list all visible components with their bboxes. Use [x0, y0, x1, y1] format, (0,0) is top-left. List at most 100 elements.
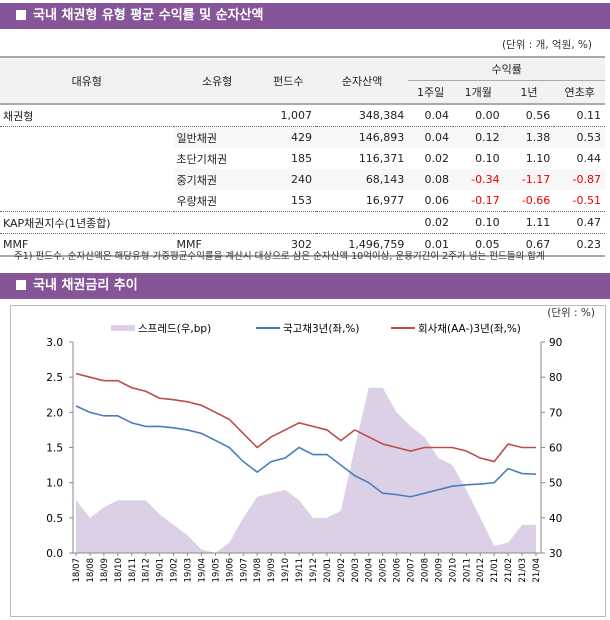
- square-icon: [16, 10, 26, 20]
- right-tick-label: 50: [549, 478, 562, 490]
- cell-major: [0, 126, 174, 148]
- x-tick-label: 19/12: [309, 558, 319, 583]
- x-tick-label: 19/03: [184, 558, 194, 583]
- col-major: 대유형: [0, 57, 174, 104]
- cell-m1: -0.34: [452, 169, 504, 190]
- x-tick-label: 21/02: [504, 558, 514, 583]
- cell-assets: 16,977: [365, 194, 405, 207]
- x-tick-label: 20/09: [434, 558, 444, 583]
- x-tick-label: 20/10: [448, 558, 458, 583]
- x-tick-label: 19/04: [197, 558, 207, 583]
- cell-y1: -1.17: [503, 169, 555, 190]
- section-header-rates: 국내 채권금리 추이: [0, 273, 610, 299]
- cell-major: [0, 169, 174, 190]
- cell-minor: 초단기채권: [176, 152, 228, 166]
- series-line-1: [75, 405, 537, 498]
- x-tick-label: 18/07: [72, 558, 82, 583]
- x-tick-label: 18/11: [128, 558, 138, 583]
- cell-funds: 429: [260, 126, 316, 148]
- col-minor: 소유형: [173, 57, 261, 104]
- right-tick-label: 90: [549, 337, 562, 349]
- right-tick-label: 80: [549, 372, 562, 384]
- x-tick-label: 18/09: [100, 558, 110, 583]
- x-tick-label: 19/06: [225, 558, 235, 583]
- x-tick-label: 19/01: [156, 558, 166, 583]
- cell-assets: 146,893: [315, 126, 409, 148]
- cell-minor: 우량채권: [176, 194, 217, 208]
- x-tick-label: 21/01: [490, 558, 500, 583]
- col-ytd: 연초후: [554, 80, 605, 104]
- cell-funds: 302: [290, 238, 312, 251]
- cell-y1: 1.38: [503, 126, 555, 148]
- footnote: 주1) 펀드수, 순자산액은 해당유형 가중평균수익률을 계산시 대상으로 삼은…: [14, 251, 545, 262]
- col-returns: 수익률: [408, 57, 605, 81]
- x-tick-label: 18/12: [142, 558, 152, 583]
- cell-ytd: 0.23: [576, 238, 602, 251]
- right-tick-label: 70: [549, 407, 562, 419]
- cell-w1: 0.01: [424, 238, 449, 251]
- left-tick-label: 1.0: [46, 478, 63, 490]
- cell-m1: 0.10: [475, 216, 500, 229]
- right-tick-label: 60: [549, 443, 562, 455]
- unit-label: (단위 : 개, 억원, %): [501, 39, 592, 51]
- cell-y1: 0.56: [525, 109, 551, 122]
- cell-minor: 일반채권: [173, 126, 261, 148]
- x-tick-label: 20/08: [420, 558, 430, 583]
- x-tick-label: 20/04: [365, 558, 375, 583]
- cell-w1: 0.02: [424, 152, 449, 165]
- x-tick-label: 19/10: [281, 558, 291, 583]
- cell-y1: 0.67: [525, 238, 551, 251]
- table-row: 초단기채권 185 116,371 0.02 0.10 1.10 0.44: [0, 148, 605, 169]
- cell-assets: 116,371: [358, 152, 405, 165]
- cell-major: 채권형: [3, 109, 34, 123]
- left-tick-label: 0.0: [46, 548, 63, 560]
- left-tick-label: 2.5: [46, 372, 63, 384]
- left-tick-label: 0.5: [46, 513, 63, 525]
- table-row: 중기채권 240 68,143 0.08 -0.34 -1.17 -0.87: [0, 169, 605, 190]
- x-tick-label: 19/08: [253, 558, 263, 583]
- cell-m1: 0.12: [452, 126, 504, 148]
- series-line-2: [75, 372, 536, 463]
- cell-minor: MMF: [176, 238, 202, 251]
- cell-minor: 중기채권: [173, 169, 261, 190]
- x-tick-label: 21/03: [518, 558, 528, 583]
- table-row: MMF MMF 302 1,496,759 0.01 0.05 0.67 0.23: [0, 233, 605, 256]
- x-tick-label: 19/07: [239, 558, 249, 583]
- cell-y1: 1.11: [525, 216, 551, 229]
- x-tick-label: 20/12: [476, 558, 486, 583]
- left-tick-label: 3.0: [46, 337, 63, 349]
- cell-funds: 240: [260, 169, 316, 190]
- rates-chart: (단위 : %) 0.0 0.5 1.0 1.5 2.0 2.5 3.0 30 40 50 60 70 8…: [10, 305, 606, 617]
- x-tick-label: 19/05: [211, 558, 221, 583]
- table-row: 우량채권 153 16,977 0.06 -0.17 -0.66 -0.51: [0, 190, 605, 212]
- x-tick-label: 19/11: [295, 558, 305, 583]
- x-tick-label: 20/01: [323, 558, 333, 583]
- col-1w: 1주일: [408, 80, 453, 104]
- x-tick-label: 18/08: [86, 558, 96, 583]
- cell-m1: -0.17: [471, 194, 500, 207]
- cell-ytd: 0.47: [576, 216, 602, 229]
- cell-assets: 348,384: [358, 109, 405, 122]
- chart-unit: (단위 : %): [547, 306, 595, 319]
- left-tick-label: 2.0: [46, 407, 63, 419]
- x-tick-label: 20/06: [393, 558, 403, 583]
- spread-area: [76, 387, 536, 553]
- cell-major: MMF: [3, 238, 29, 251]
- cell-major: [0, 190, 174, 212]
- right-tick-label: 40: [549, 513, 562, 525]
- cell-ytd: -0.87: [554, 169, 605, 190]
- cell-funds: 185: [290, 152, 312, 165]
- cell-m1: 0.00: [475, 109, 500, 122]
- cell-assets: 1,496,759: [348, 238, 405, 251]
- cell-w1: 0.04: [408, 126, 453, 148]
- cell-m1: 0.05: [475, 238, 500, 251]
- x-tick-label: 18/10: [114, 558, 124, 583]
- cell-y1: -0.66: [521, 194, 551, 207]
- cell-major: KAP채권지수(1년종합): [3, 216, 111, 230]
- x-tick-label: 20/07: [407, 558, 417, 583]
- x-tick-label: 20/05: [379, 558, 389, 583]
- x-tick-label: 20/11: [462, 558, 472, 583]
- left-tick-label: 1.5: [46, 443, 63, 455]
- returns-table: 대유형 소유형 펀드수 순자산액 수익률 1주일 1개월 1년 연초후 채권형 1…: [0, 56, 605, 257]
- cell-minor: [174, 104, 261, 127]
